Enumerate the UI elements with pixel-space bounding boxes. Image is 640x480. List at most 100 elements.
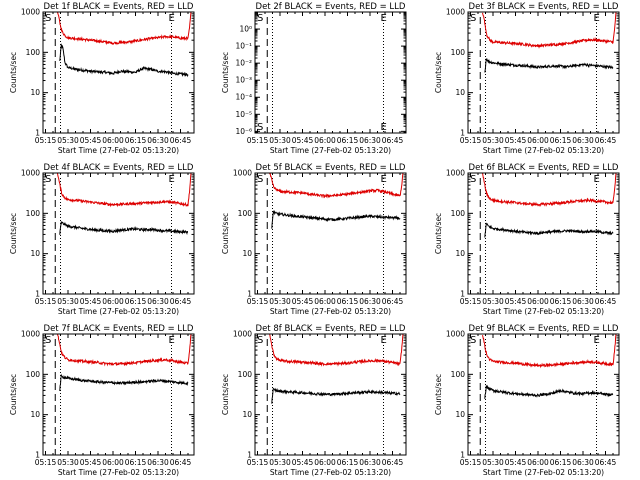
x-tick-label: 06:30	[572, 136, 594, 145]
y-tick-label: 10⁻⁵	[235, 110, 252, 119]
x-tick-label: 06:30	[359, 458, 381, 467]
series-events	[484, 58, 614, 73]
panel-title: Det 3f BLACK = Events, RED = LLD	[469, 2, 619, 12]
end-marker: E	[594, 174, 600, 185]
x-tick-label: 05:45	[80, 136, 102, 145]
end-marker: E	[381, 335, 387, 346]
y-tick-label: 10⁻²	[235, 59, 252, 68]
start-marker-bottom: S	[257, 122, 263, 133]
series-events	[484, 222, 614, 238]
x-tick-label: 06:00	[527, 136, 549, 145]
x-tick-label: 06:30	[147, 458, 169, 467]
x-tick-label: 06:45	[382, 458, 404, 467]
x-axis-label: Start Time (27-Feb-02 05:13:20)	[270, 307, 391, 316]
series-lld	[57, 11, 192, 46]
x-tick-label: 06:00	[527, 297, 549, 306]
y-tick-label: 1	[35, 451, 40, 460]
panel-title: Det 6f BLACK = Events, RED = LLD	[469, 163, 619, 173]
x-tick-label: 06:30	[147, 136, 169, 145]
x-tick-label: 06:45	[170, 297, 192, 306]
x-tick-label: 06:30	[572, 297, 594, 306]
end-marker: E	[169, 13, 175, 24]
end-marker: E	[594, 13, 600, 24]
x-tick-label: 06:00	[527, 458, 549, 467]
y-tick-label: 1	[460, 129, 465, 138]
start-marker: S	[257, 174, 263, 185]
y-tick-label: 10⁻⁶	[235, 127, 252, 136]
x-tick-label: 05:45	[505, 297, 527, 306]
start-marker: S	[470, 13, 476, 24]
x-tick-label: 05:30	[269, 297, 291, 306]
y-axis-label: Counts/sec	[221, 52, 230, 93]
x-tick-label: 06:30	[359, 297, 381, 306]
x-tick-label: 06:00	[102, 458, 124, 467]
series-events	[59, 373, 189, 392]
y-axis-label: Counts/sec	[221, 213, 230, 254]
x-tick-label: 06:15	[125, 136, 147, 145]
x-tick-label: 05:15	[35, 136, 57, 145]
x-axis-label: Start Time (27-Feb-02 05:13:20)	[483, 307, 604, 316]
panel-title: Det 1f BLACK = Events, RED = LLD	[44, 2, 194, 12]
plot-frame	[42, 172, 195, 295]
series-events	[271, 209, 401, 229]
panel-5: Det 5f BLACK = Events, RED = LLD Counts/s…	[221, 163, 407, 316]
x-tick-label: 05:45	[505, 136, 527, 145]
x-tick-label: 06:45	[595, 297, 617, 306]
panel-2: Det 2f BLACK = Events, RED = LLD Counts/s…	[221, 2, 407, 155]
start-marker: S	[470, 335, 476, 346]
x-axis-label: Start Time (27-Feb-02 05:13:20)	[58, 146, 179, 155]
y-axis-label: Counts/sec	[434, 52, 443, 93]
x-tick-label: 05:45	[292, 458, 314, 467]
panel-title: Det 5f BLACK = Events, RED = LLD	[256, 163, 406, 173]
x-tick-label: 05:30	[482, 458, 504, 467]
y-tick-label: 10⁻³	[235, 76, 252, 85]
y-axis-label: Counts/sec	[9, 52, 18, 93]
y-tick-label: 1000	[446, 169, 465, 178]
series-events	[484, 384, 614, 399]
panel-title: Det 9f BLACK = Events, RED = LLD	[469, 324, 619, 334]
x-tick-label: 05:30	[57, 136, 79, 145]
x-tick-label: 05:15	[35, 458, 57, 467]
y-tick-label: 10	[30, 249, 40, 258]
y-tick-label: 1	[460, 290, 465, 299]
y-axis-label: Counts/sec	[9, 213, 18, 254]
x-tick-label: 06:45	[170, 458, 192, 467]
plot-frame	[42, 333, 195, 456]
panel-1: Det 1f BLACK = Events, RED = LLD Counts/s…	[9, 2, 195, 155]
x-tick-label: 05:30	[57, 458, 79, 467]
plot-frame	[42, 11, 195, 134]
y-tick-label: 10	[242, 249, 252, 258]
y-tick-label: 10	[242, 410, 252, 419]
end-marker: E	[381, 13, 387, 24]
x-axis-label: Start Time (27-Feb-02 05:13:20)	[483, 468, 604, 477]
start-marker: S	[45, 174, 51, 185]
y-tick-label: 10	[455, 88, 465, 97]
x-tick-label: 06:00	[102, 297, 124, 306]
y-tick-label: 10	[455, 410, 465, 419]
y-tick-label: 10⁻⁴	[235, 93, 252, 102]
x-tick-label: 05:30	[57, 297, 79, 306]
x-tick-label: 05:15	[35, 297, 57, 306]
series-events	[271, 387, 401, 404]
panel-title: Det 4f BLACK = Events, RED = LLD	[44, 163, 194, 173]
y-tick-label: 1	[247, 290, 252, 299]
y-tick-label: 1000	[233, 169, 252, 178]
series-lld	[482, 172, 617, 207]
y-axis-label: Counts/sec	[9, 374, 18, 415]
plot-frame	[254, 172, 407, 295]
panel-title: Det 8f BLACK = Events, RED = LLD	[256, 324, 406, 334]
y-tick-label: 1	[460, 451, 465, 460]
x-tick-label: 06:45	[595, 136, 617, 145]
x-tick-label: 05:45	[292, 297, 314, 306]
plot-frame	[467, 333, 620, 456]
y-tick-label: 1000	[21, 8, 40, 17]
x-tick-label: 06:00	[314, 136, 336, 145]
series-events	[59, 43, 189, 78]
x-tick-label: 06:15	[550, 297, 572, 306]
y-axis-label: Counts/sec	[221, 374, 230, 415]
y-tick-label: 10	[455, 249, 465, 258]
x-tick-label: 06:15	[337, 297, 359, 306]
x-tick-label: 06:15	[550, 458, 572, 467]
series-events	[59, 221, 189, 235]
x-tick-label: 06:45	[595, 458, 617, 467]
